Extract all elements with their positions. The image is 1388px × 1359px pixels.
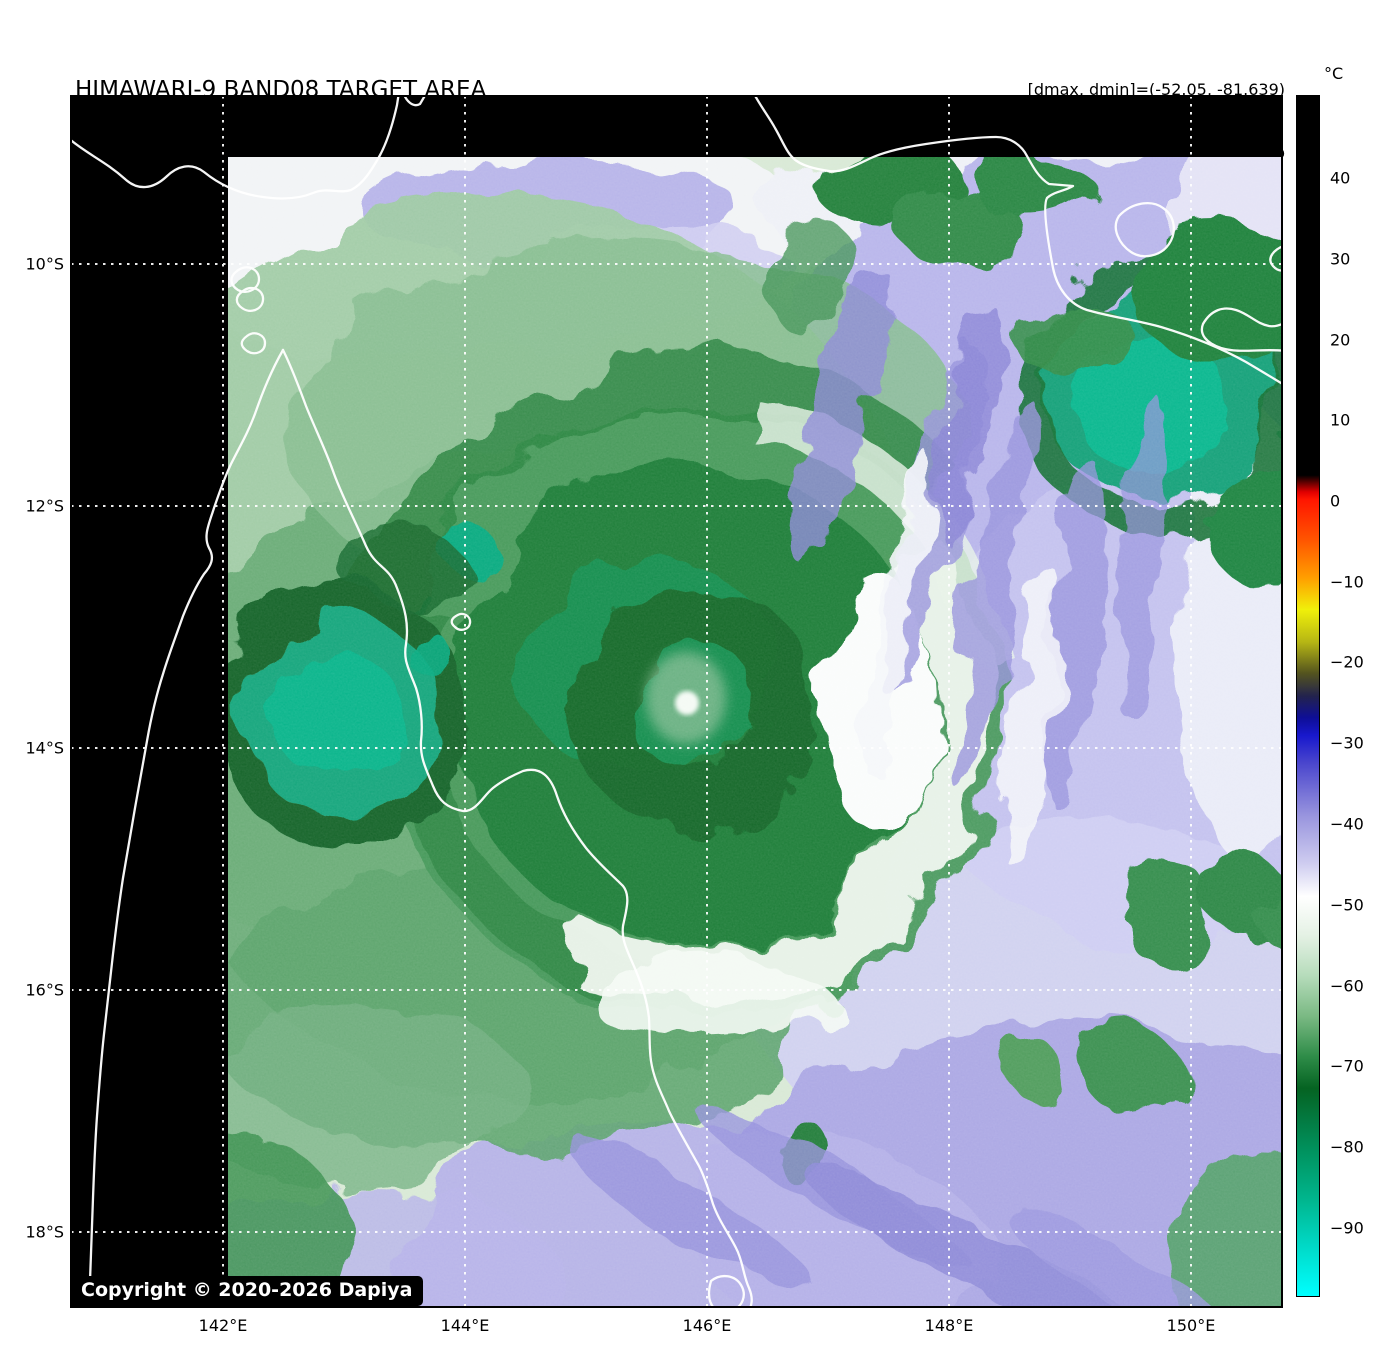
- colorbar-tick-label: −20: [1330, 652, 1364, 672]
- colorbar-tick-label: −10: [1330, 572, 1364, 592]
- lon-tick-label: 144°E: [440, 1316, 490, 1335]
- lon-tick-label: 150°E: [1166, 1316, 1216, 1335]
- colorbar-tick-label: 20: [1330, 330, 1351, 350]
- map-frame: [70, 95, 1283, 1308]
- colorbar-tick-label: −60: [1330, 976, 1364, 996]
- page-title: HIMAWARI-9 BAND08 TARGET AREA: [75, 77, 487, 103]
- coastlines: [70, 95, 1283, 1308]
- lon-tick-label: 148°E: [924, 1316, 974, 1335]
- lon-tick-label: 146°E: [682, 1316, 732, 1335]
- lat-tick-label: 12°S: [25, 496, 64, 516]
- lat-tick-label: 14°S: [25, 738, 64, 758]
- colorbar-tick-label: −30: [1330, 733, 1364, 753]
- colorbar-tick-label: 10: [1330, 410, 1351, 430]
- colorbar: [1296, 95, 1320, 1297]
- satellite-imagery: [70, 95, 1283, 1308]
- colorbar-tick-label: −70: [1330, 1056, 1364, 1076]
- colorbar-tick-label: 30: [1330, 249, 1351, 269]
- lat-tick-label: 18°S: [25, 1222, 64, 1242]
- range-annotation: [dmax, dmin]=(-52.05, -81.639): [1027, 80, 1285, 99]
- colorbar-tick-label: 40: [1330, 168, 1351, 188]
- colorbar-tick-label: 0: [1330, 491, 1341, 511]
- graticule: [71, 96, 1282, 1307]
- lat-tick-label: 16°S: [25, 980, 64, 1000]
- grain-texture: [228, 157, 1283, 1308]
- lon-tick-label: 142°E: [198, 1316, 248, 1335]
- colorbar-tick-label: −40: [1330, 814, 1364, 834]
- copyright-badge: Copyright © 2020-2026 Dapiya: [70, 1276, 424, 1306]
- satellite-map: [70, 95, 1283, 1308]
- lat-tick-label: 10°S: [25, 254, 64, 274]
- colorbar-tick-label: −80: [1330, 1137, 1364, 1157]
- colorbar-tick-label: −50: [1330, 895, 1364, 915]
- colorbar-unit-label: °C: [1324, 64, 1344, 83]
- imagery-layer: [228, 157, 1283, 1308]
- colorbar-tick-label: −90: [1330, 1218, 1364, 1238]
